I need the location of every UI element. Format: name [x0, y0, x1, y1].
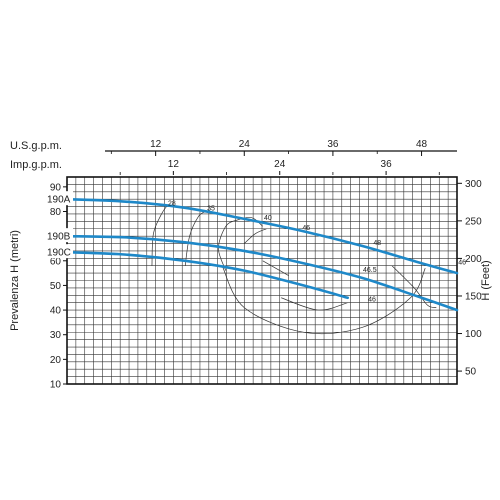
curve-label-bg [45, 191, 73, 206]
efficiency-label: 48 [373, 240, 381, 247]
y-left-tick-label: 60 [50, 256, 62, 267]
y-left-tick-label: 80 [50, 207, 62, 218]
y-right-tick-label: 50 [465, 367, 477, 378]
y-right-tick-label: 100 [465, 329, 482, 340]
efficiency-label: 46 [458, 259, 466, 266]
y-left-tick-label: 90 [50, 182, 62, 193]
imp-gpm-axis-title: Imp.g.p.m. [10, 159, 62, 171]
y-right-tick-label: 250 [465, 216, 482, 227]
efficiency-label: 28 [168, 200, 176, 207]
efficiency-curve [151, 205, 168, 266]
curve-label-190c: 190C [47, 248, 71, 259]
efficiency-label: 46 [302, 225, 310, 232]
us-gpm-tick-label: 24 [239, 139, 251, 150]
us-gpm-tick-label: 12 [150, 139, 162, 150]
y-left-tick-label: 20 [50, 355, 62, 366]
y-left-tick-label: 10 [50, 380, 62, 391]
y-left-tick-label: 50 [50, 281, 62, 292]
us-gpm-tick-label: 36 [327, 139, 339, 150]
efficiency-curve [184, 211, 207, 266]
pump-curve-190b [65, 234, 459, 312]
y-right-tick-label: 150 [465, 291, 482, 302]
curve-label-190a: 190A [47, 195, 71, 206]
curve-label-bg [45, 244, 73, 259]
efficiency-label: 35 [207, 205, 215, 212]
y-left-axis-title: Prevalenza H (metri) [9, 230, 21, 331]
efficiency-label: 46.5 [363, 267, 377, 274]
y-right-tick-label: 200 [465, 254, 482, 265]
curve-label-bg [45, 228, 73, 243]
pump-curve-190a [65, 197, 459, 275]
y-left-tick-label: 30 [50, 330, 62, 341]
y-right-axis-title: H (Feet) [480, 260, 492, 300]
efficiency-label: 40 [264, 215, 272, 222]
us-gpm-axis-title: U.S.g.p.m. [10, 140, 62, 152]
efficiency-curve [281, 297, 348, 311]
imp-gpm-tick-label: 12 [168, 159, 180, 170]
y-right-tick-label: 300 [465, 179, 482, 190]
efficiency-curve [218, 217, 263, 271]
pump-curve-190c [65, 250, 349, 300]
imp-gpm-tick-label: 24 [274, 159, 286, 170]
curve-label-190b: 190B [47, 232, 71, 243]
us-gpm-tick-label: 48 [416, 139, 428, 150]
efficiency-curve [262, 260, 289, 276]
y-left-tick-label: 40 [50, 306, 62, 317]
plot-frame [66, 176, 458, 385]
efficiency-label: 46 [368, 296, 376, 303]
efficiency-curve [244, 228, 267, 244]
imp-gpm-tick-label: 36 [381, 159, 393, 170]
